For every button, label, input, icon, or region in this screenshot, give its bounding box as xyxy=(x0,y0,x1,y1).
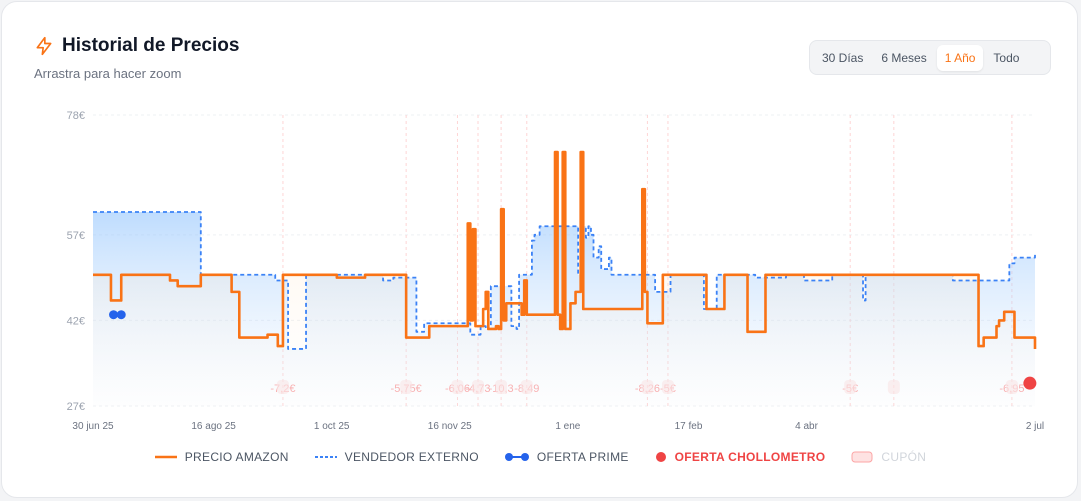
legend-label-external: VENDEDOR EXTERNO xyxy=(344,450,479,464)
legend-item-coupon[interactable]: CUPÓN xyxy=(851,450,926,464)
solid-line-icon xyxy=(154,455,177,459)
external-price-line xyxy=(93,211,1036,350)
chart-legend: PRECIO AMAZON VENDEDOR EXTERNO OFERTA PR… xyxy=(2,450,1079,464)
legend-item-external[interactable]: VENDEDOR EXTERNO xyxy=(314,450,479,464)
legend-item-chollometro[interactable]: OFERTA CHOLLOMETRO xyxy=(655,450,826,464)
prime-offer-point xyxy=(109,310,119,320)
x-tick-label: 30 jun 25 xyxy=(72,421,114,432)
chart-subtitle: Arrastra para hacer zoom xyxy=(34,66,182,81)
chollometro-offer-point xyxy=(1023,376,1037,390)
x-tick-label: 17 feb xyxy=(675,421,703,432)
coupon-icon xyxy=(851,451,873,463)
x-tick-label: 2 jul xyxy=(1026,421,1044,432)
x-tick-label: 4 abr xyxy=(795,421,818,432)
lightning-icon xyxy=(36,36,52,56)
y-tick-label: 57€ xyxy=(67,230,85,242)
range-selector: 30 Días 6 Meses 1 Año Todo xyxy=(809,40,1051,75)
range-6-months-button[interactable]: 6 Meses xyxy=(873,45,934,71)
prime-offer-point xyxy=(116,310,126,320)
x-tick-label: 16 ago 25 xyxy=(191,421,236,432)
price-chart[interactable]: -7,2€-5,75€-6,06-4,73-10,3-8,49-8,26-5€-… xyxy=(2,2,1079,447)
legend-item-amazon[interactable]: PRECIO AMAZON xyxy=(154,450,289,464)
y-tick-label: 27€ xyxy=(67,401,85,413)
legend-label-prime: OFERTA PRIME xyxy=(536,450,629,464)
range-1-year-button[interactable]: 1 Año xyxy=(936,44,984,71)
red-dot-icon xyxy=(655,452,666,462)
range-30-days-button[interactable]: 30 Días xyxy=(814,45,871,71)
range-all-button[interactable]: Todo xyxy=(985,45,1027,71)
y-tick-label: 78€ xyxy=(67,110,85,122)
prime-dots-icon xyxy=(504,453,529,461)
amazon-price-line xyxy=(93,150,1037,349)
y-tick-label: 42€ xyxy=(67,315,85,327)
x-tick-label: 16 nov 25 xyxy=(428,421,472,432)
legend-item-prime[interactable]: OFERTA PRIME xyxy=(504,450,629,464)
x-tick-label: 1 ene xyxy=(555,421,580,432)
page-title: Historial de Precios xyxy=(62,35,240,56)
x-tick-label: 1 oct 25 xyxy=(314,421,350,432)
dashed-line-icon xyxy=(314,456,337,458)
legend-label-amazon: PRECIO AMAZON xyxy=(184,450,289,464)
legend-label-coupon: CUPÓN xyxy=(881,450,927,464)
legend-label-chollometro: OFERTA CHOLLOMETRO xyxy=(674,450,826,464)
title-row: Historial de Precios xyxy=(34,35,239,57)
